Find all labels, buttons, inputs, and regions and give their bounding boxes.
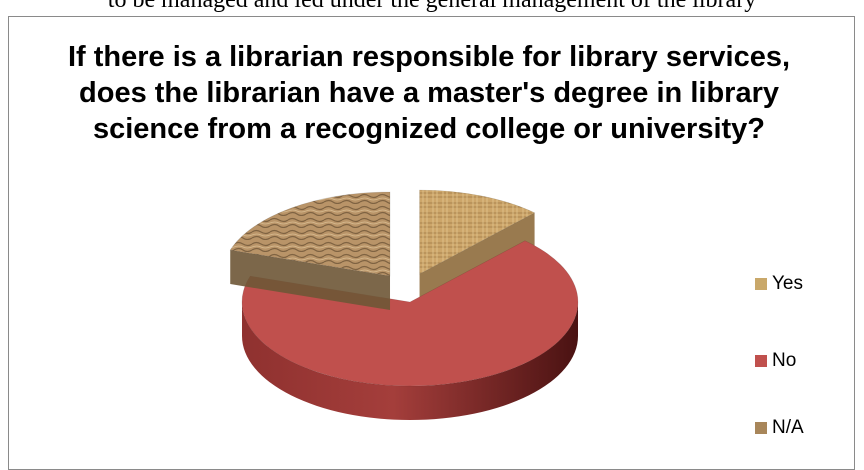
legend-item-no: No (755, 349, 796, 373)
legend-item-yes: Yes (755, 272, 803, 296)
legend-label-no: No (772, 350, 797, 371)
legend-label-yes: Yes (772, 273, 803, 294)
legend-swatch-no (755, 355, 767, 367)
legend-label-na: N/A (772, 417, 804, 438)
legend-item-na: N/A (755, 416, 804, 440)
pie-slice-na-top (229, 191, 391, 277)
pie-slice-no (241, 240, 579, 420)
pie-slice-no-top (241, 240, 579, 387)
pie-slice-no-side (242, 302, 578, 420)
chart-title: If there is a librarian responsible for … (67, 41, 791, 145)
legend-swatch-yes (755, 278, 767, 290)
page-top-text: to be managed and led under the general … (0, 0, 864, 12)
pie-slice-yes-top (419, 189, 536, 275)
pie-slice-na-edge (230, 250, 391, 310)
legend-swatch-na (755, 422, 767, 434)
pie-slice-na (229, 191, 391, 310)
